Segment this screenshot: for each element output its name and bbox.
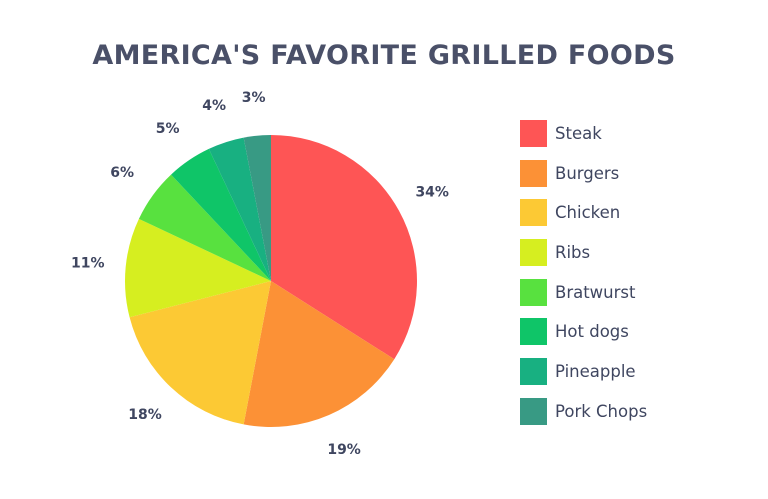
legend-swatch xyxy=(520,159,547,187)
pie-slice-steak xyxy=(271,135,417,360)
pie-slice-burgers xyxy=(243,281,395,427)
legend-label: Hot dogs xyxy=(555,322,629,342)
pie-slice-bratwurst xyxy=(138,174,271,281)
legend-label: Chicken xyxy=(555,203,621,223)
legend-item: Steak xyxy=(520,120,647,147)
pie-labels: 34% 19% 18% 11% 6% 5% 4% 3% xyxy=(71,90,449,458)
pie-label-bratwurst: 6% xyxy=(110,165,134,181)
legend-swatch xyxy=(520,397,547,425)
legend-label: Pork Chops xyxy=(555,401,648,421)
pie-slices xyxy=(125,135,417,427)
legend-label: Bratwurst xyxy=(555,282,636,302)
legend-swatch xyxy=(520,199,547,227)
pie-label-hot-dogs: 5% xyxy=(156,121,180,137)
legend-swatch xyxy=(520,318,547,346)
legend-swatch xyxy=(520,239,547,267)
pie-slice-ribs xyxy=(125,218,271,318)
legend-item: Pineapple xyxy=(520,358,647,386)
legend-label: Ribs xyxy=(555,243,591,263)
legend-label: Burgers xyxy=(555,163,620,183)
legend-item: Hot dogs xyxy=(520,318,647,346)
legend-item: Pork Chops xyxy=(520,397,648,425)
legend-label: Pineapple xyxy=(555,362,636,382)
pie-slice-pineapple xyxy=(208,137,271,281)
legend: Steak Burgers Chicken Ribs Bratwurst Hot dogs… xyxy=(520,120,647,438)
pie-label-pork-chops: 3% xyxy=(242,90,266,106)
legend-swatch xyxy=(520,120,547,147)
legend-swatch xyxy=(520,278,547,306)
legend-item: Chicken xyxy=(520,199,647,227)
pie-slice-hot-dogs xyxy=(171,148,271,281)
pie-label-chicken: 18% xyxy=(128,407,162,423)
pie-label-ribs: 11% xyxy=(71,256,105,272)
pie-label-steak: 34% xyxy=(415,184,449,200)
pie-label-burgers: 19% xyxy=(327,442,361,458)
legend-swatch xyxy=(520,358,547,386)
pie-slice-pork-chops xyxy=(243,135,271,281)
legend-item: Burgers xyxy=(520,159,647,187)
chart-title: AMERICA'S FAVORITE GRILLED FOODS xyxy=(92,40,676,71)
pie-slice-chicken xyxy=(129,281,271,425)
legend-item: Ribs xyxy=(520,239,647,267)
legend-label: Steak xyxy=(555,124,602,143)
pie-label-pineapple: 4% xyxy=(202,98,226,114)
legend-item: Bratwurst xyxy=(520,278,647,306)
